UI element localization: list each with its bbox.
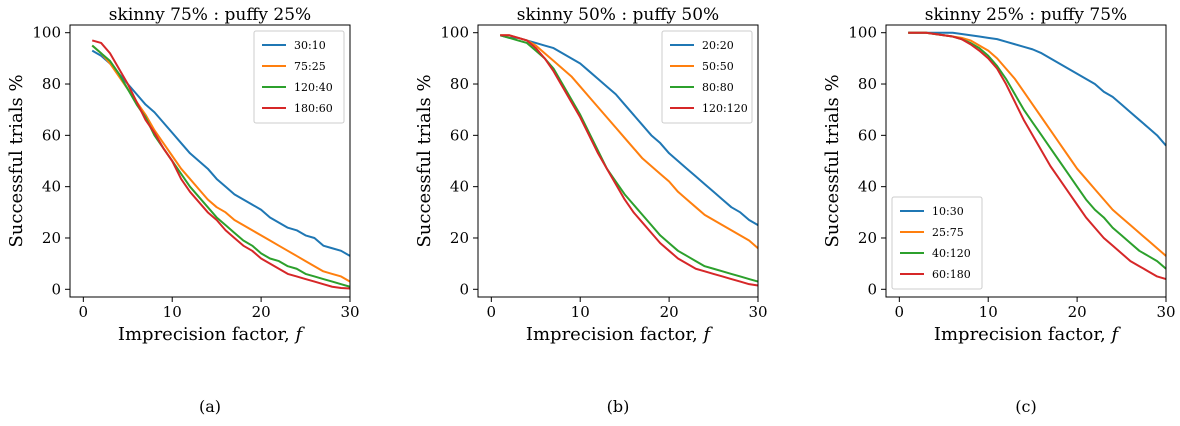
chart-panel-1: skinny 75% : puffy 25% 0 10 20 30 0 20 40 60 80 10… (6, 5, 360, 416)
x-axis-label-text: Imprecision factor, (526, 324, 704, 345)
y-tick-label: 80 (450, 75, 469, 93)
chart-title: skinny 75% : puffy 25% (109, 5, 311, 25)
subfigure-caption: (a) (199, 397, 221, 416)
chart-title: skinny 50% : puffy 50% (517, 5, 719, 25)
legend: 20:20 50:50 80:80 120:120 (662, 31, 752, 123)
x-tick-label: 10 (571, 303, 590, 321)
x-tick-label: 20 (1068, 303, 1087, 321)
y-tick-label: 60 (450, 126, 469, 144)
legend-label: 20:20 (702, 39, 734, 52)
x-tick-label: 0 (895, 303, 905, 321)
legend-label: 10:30 (932, 205, 964, 218)
x-tick-label: 10 (163, 303, 182, 321)
x-axis-label-text: Imprecision factor, (118, 324, 296, 345)
legend-label: 120:120 (702, 102, 748, 115)
chart-panel-3: skinny 25% : puffy 75% 0 10 20 30 0 20 40 60 80 10… (822, 5, 1176, 416)
y-tick-label: 20 (42, 229, 61, 247)
x-tick-label: 0 (79, 303, 89, 321)
y-tick-label: 20 (858, 229, 877, 247)
x-axis-label: Imprecision factor, f (526, 324, 714, 345)
x-axis-label: Imprecision factor, f (934, 324, 1122, 345)
y-axis-label: Successful trials % (414, 74, 435, 247)
y-tick-label: 0 (867, 280, 877, 298)
y-tick-label: 100 (32, 24, 61, 42)
x-tick-label: 0 (487, 303, 497, 321)
x-tick-label: 30 (1156, 303, 1175, 321)
legend-label: 30:10 (294, 39, 326, 52)
x-axis-label: Imprecision factor, f (118, 324, 306, 345)
legend: 30:10 75:25 120:40 180:60 (254, 31, 344, 123)
chart-panel-2: skinny 50% : puffy 50% 0 10 20 30 0 20 40 60 80 10… (414, 5, 768, 416)
legend: 10:30 25:75 40:120 60:180 (892, 197, 982, 289)
x-tick-label: 10 (979, 303, 998, 321)
y-tick-label: 80 (858, 75, 877, 93)
y-tick-label: 40 (450, 178, 469, 196)
y-tick-label: 0 (51, 280, 61, 298)
subfigure-caption: (b) (607, 397, 630, 416)
y-tick-label: 20 (450, 229, 469, 247)
legend-label: 180:60 (294, 102, 333, 115)
legend-label: 120:40 (294, 81, 333, 94)
legend-label: 75:25 (294, 60, 326, 73)
x-axis-label-text: Imprecision factor, (934, 324, 1112, 345)
x-axis-label-var: f (1109, 324, 1121, 345)
y-tick-label: 0 (459, 280, 469, 298)
y-axis-label: Successful trials % (6, 74, 27, 247)
chart-title: skinny 25% : puffy 75% (925, 5, 1127, 25)
subfigure-caption: (c) (1015, 397, 1036, 416)
x-axis-label-var: f (293, 324, 305, 345)
y-tick-label: 60 (858, 126, 877, 144)
legend-label: 60:180 (932, 268, 971, 281)
x-tick-label: 20 (252, 303, 271, 321)
x-tick-label: 20 (660, 303, 679, 321)
y-axis-label: Successful trials % (822, 74, 843, 247)
y-tick-label: 40 (858, 178, 877, 196)
y-tick-label: 80 (42, 75, 61, 93)
y-tick-label: 60 (42, 126, 61, 144)
y-tick-label: 100 (440, 24, 469, 42)
legend-label: 40:120 (932, 247, 971, 260)
x-tick-label: 30 (340, 303, 359, 321)
y-tick-label: 40 (42, 178, 61, 196)
x-axis-label-var: f (701, 324, 713, 345)
y-tick-label: 100 (848, 24, 877, 42)
legend-label: 80:80 (702, 81, 734, 94)
legend-label: 25:75 (932, 226, 964, 239)
x-tick-label: 30 (748, 303, 767, 321)
legend-label: 50:50 (702, 60, 734, 73)
